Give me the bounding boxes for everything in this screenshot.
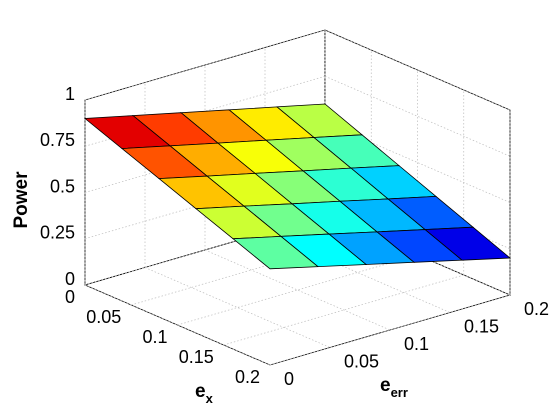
x-tick-label: 0.2	[235, 367, 260, 387]
x-tick-label: 0.05	[86, 307, 121, 327]
labels: Power ex eerr	[11, 171, 408, 407]
z-tick-label: 0	[65, 269, 75, 289]
y-tick-label: 0	[284, 369, 294, 389]
label-base: e	[380, 375, 391, 396]
x-tick-label: 0.15	[179, 347, 214, 367]
label-subscript: x	[206, 391, 214, 406]
z-tick-label: 1	[65, 84, 75, 104]
label-base: e	[195, 381, 206, 402]
y-tick-label: 0.1	[404, 334, 429, 354]
z-tick-label: 0.75	[40, 130, 75, 150]
surface	[83, 103, 512, 270]
label-subscript: err	[391, 385, 408, 400]
x-axis-label: ex	[195, 381, 214, 406]
y-tick-label: 0.05	[344, 351, 379, 371]
z-axis-label: Power	[11, 171, 32, 229]
z-tick-label: 0.25	[40, 223, 75, 243]
x-tick-label: 0	[65, 287, 75, 307]
x-tick-label: 0.1	[142, 327, 167, 347]
surface-cell	[231, 235, 320, 270]
z-tick-label: 0.5	[50, 176, 75, 196]
y-axis-label: eerr	[380, 375, 408, 400]
y-tick-label: 0.2	[524, 299, 549, 319]
y-tick-label: 0.15	[464, 316, 499, 336]
